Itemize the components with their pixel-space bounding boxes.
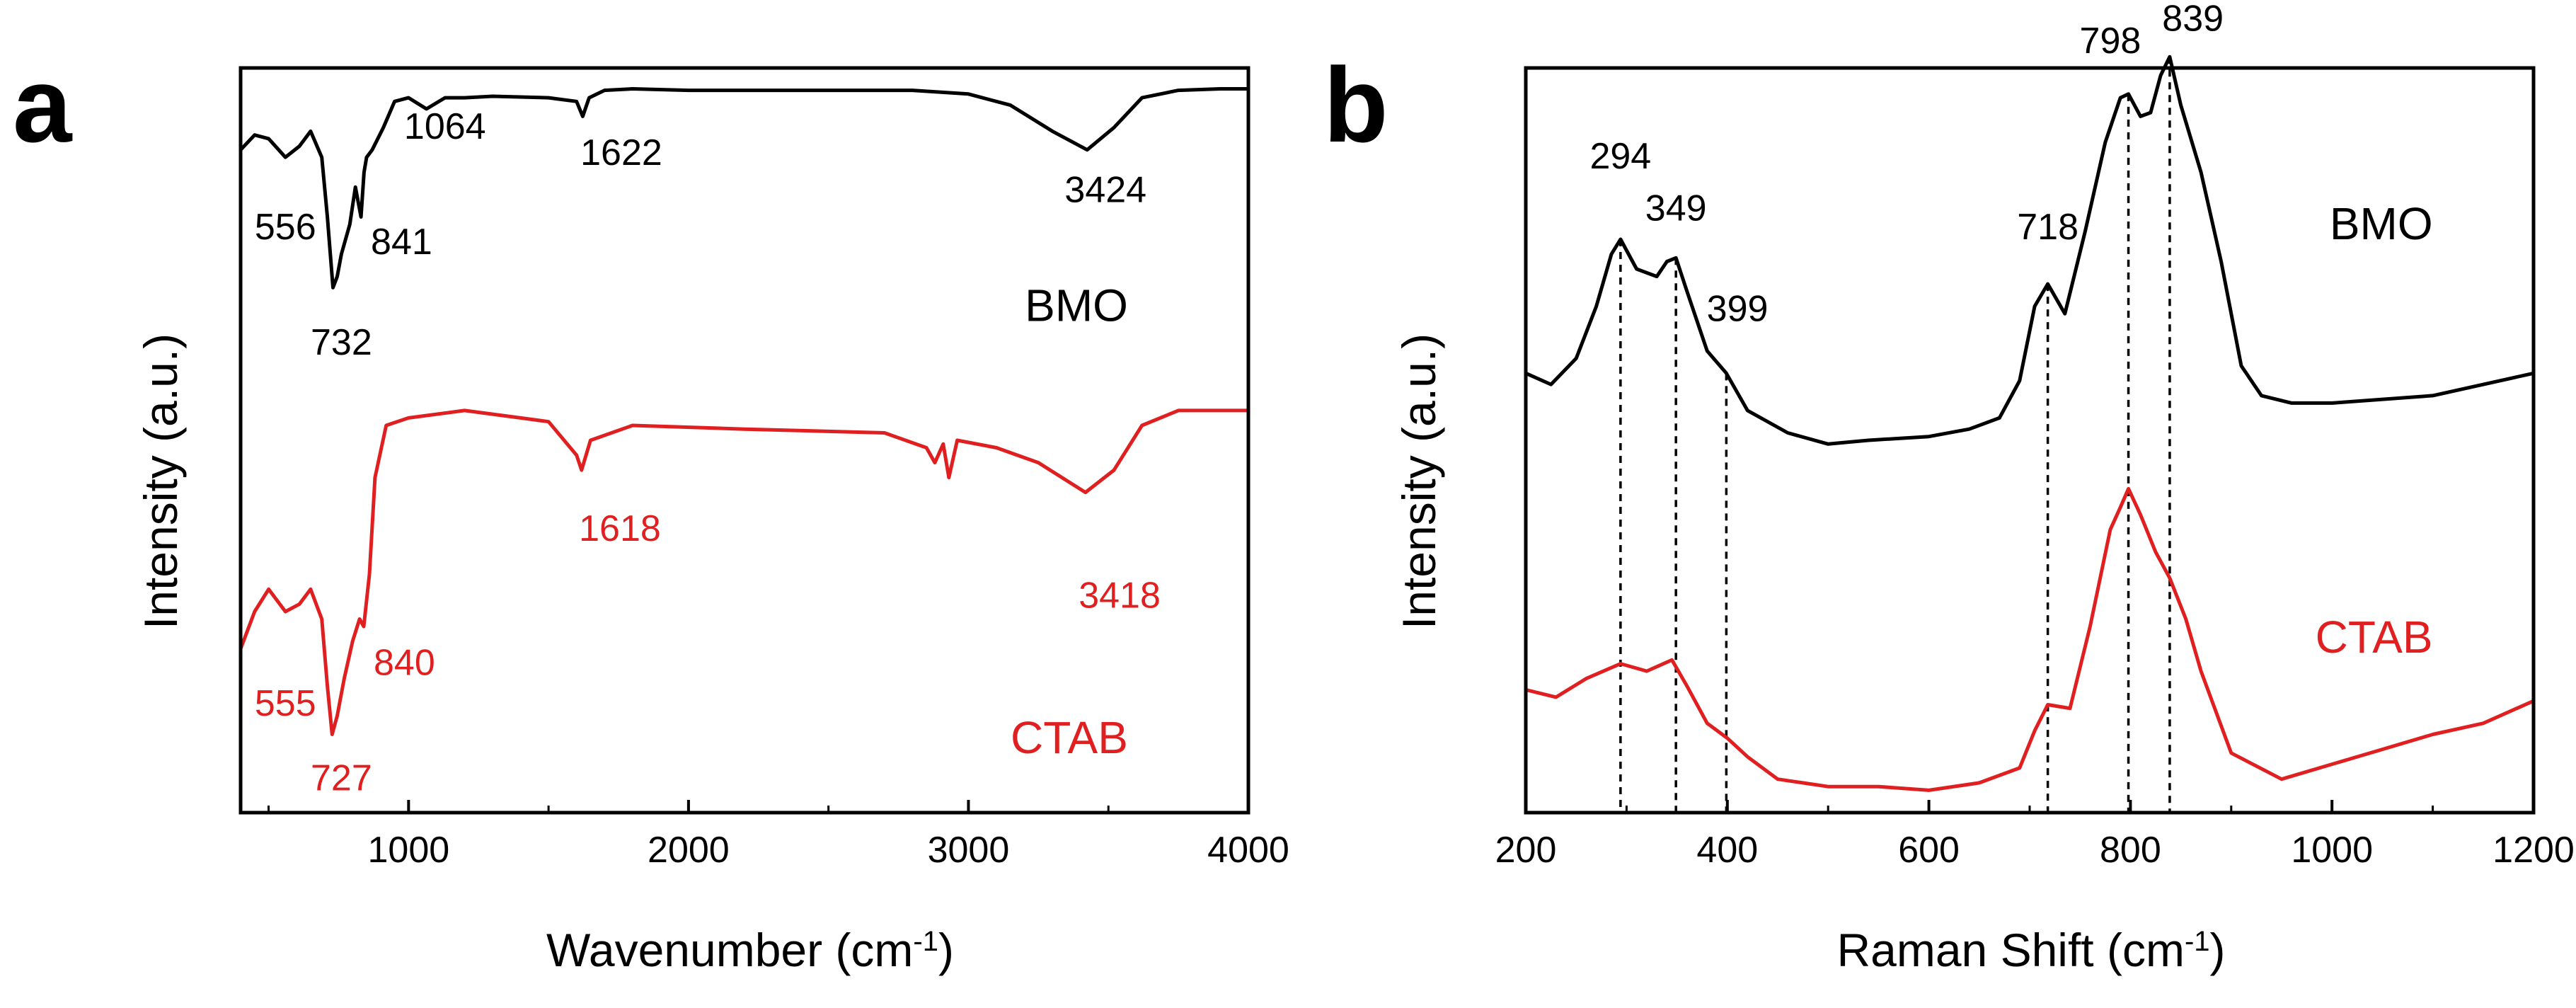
panel-b-frame bbox=[1524, 66, 2536, 815]
peak-label-ctab-840: 840 bbox=[374, 642, 435, 683]
panel-b-plot-area: 200 400 600 800 1000 1200 294 349 399 718 798 839 BM… bbox=[1495, 0, 2575, 871]
peak-label-bmo-294: 294 bbox=[1589, 136, 1651, 177]
x-tick-label-2000: 2000 bbox=[648, 830, 730, 871]
panel-b-raman-chart: b Intensity (a.u.) Raman Shift (cm-1) 20… bbox=[1323, 0, 2575, 976]
peak-label-bmo-732: 732 bbox=[311, 322, 372, 363]
x-tick-label-1200: 1200 bbox=[2492, 830, 2575, 871]
peak-label-bmo-718: 718 bbox=[2017, 207, 2078, 248]
panel-a-plot-area: 1000 2000 3000 4000 556 732 841 1064 1622 3424 555… bbox=[238, 87, 1289, 871]
peak-label-bmo-349: 349 bbox=[1645, 188, 1707, 229]
panel-b-xlabel: Raman Shift (cm-1) bbox=[1836, 924, 2225, 976]
peak-label-ctab-3418: 3418 bbox=[1079, 575, 1161, 617]
series-label-bmo: BMO bbox=[2330, 198, 2433, 249]
panel-b-ylabel: Intensity (a.u.) bbox=[1393, 333, 1445, 629]
x-tick-label-600: 600 bbox=[1898, 830, 1960, 871]
peak-label-bmo-1064: 1064 bbox=[404, 106, 486, 147]
panel-a-label: a bbox=[13, 45, 73, 164]
series-line-ctab bbox=[238, 408, 1250, 736]
peak-label-ctab-727: 727 bbox=[311, 757, 372, 798]
panel-b-xlabel-superscript: -1 bbox=[2185, 926, 2210, 957]
x-tick-label-1000: 1000 bbox=[2291, 830, 2373, 871]
series-line-bmo bbox=[238, 87, 1250, 290]
peak-label-ctab-555: 555 bbox=[255, 683, 316, 724]
x-tick-label-4000: 4000 bbox=[1207, 830, 1289, 871]
series-line-bmo bbox=[1524, 55, 2536, 446]
panel-b-label: b bbox=[1323, 45, 1388, 164]
peak-label-bmo-798: 798 bbox=[2080, 21, 2141, 62]
x-tick-label-200: 200 bbox=[1495, 830, 1557, 871]
series-label-ctab: CTAB bbox=[2316, 612, 2433, 663]
series-label-bmo: BMO bbox=[1025, 280, 1128, 331]
peak-label-ctab-1618: 1618 bbox=[579, 508, 661, 549]
x-tick-label-3000: 3000 bbox=[928, 830, 1010, 871]
x-tick-label-800: 800 bbox=[2100, 830, 2161, 871]
series-line-ctab bbox=[1524, 486, 2536, 792]
panel-a-frame bbox=[238, 66, 1250, 815]
peak-label-bmo-3424: 3424 bbox=[1064, 169, 1146, 210]
peak-label-bmo-1622: 1622 bbox=[580, 132, 662, 173]
series-label-ctab: CTAB bbox=[1011, 712, 1128, 763]
peak-label-bmo-839: 839 bbox=[2162, 0, 2224, 39]
x-tick-label-1000: 1000 bbox=[367, 830, 449, 871]
panel-a-ylabel: Intensity (a.u.) bbox=[134, 333, 187, 629]
peak-label-bmo-556: 556 bbox=[255, 207, 316, 248]
peak-label-bmo-399: 399 bbox=[1707, 289, 1769, 330]
panel-a-xlabel-superscript: -1 bbox=[913, 926, 938, 957]
x-tick-label-400: 400 bbox=[1696, 830, 1758, 871]
panel-a-fttr-chart: a Intensity (a.u.) Wavenumber (cm-1) 100… bbox=[13, 45, 1289, 976]
panel-a-xlabel: Wavenumber (cm-1) bbox=[546, 924, 954, 976]
peak-label-bmo-841: 841 bbox=[371, 222, 432, 263]
